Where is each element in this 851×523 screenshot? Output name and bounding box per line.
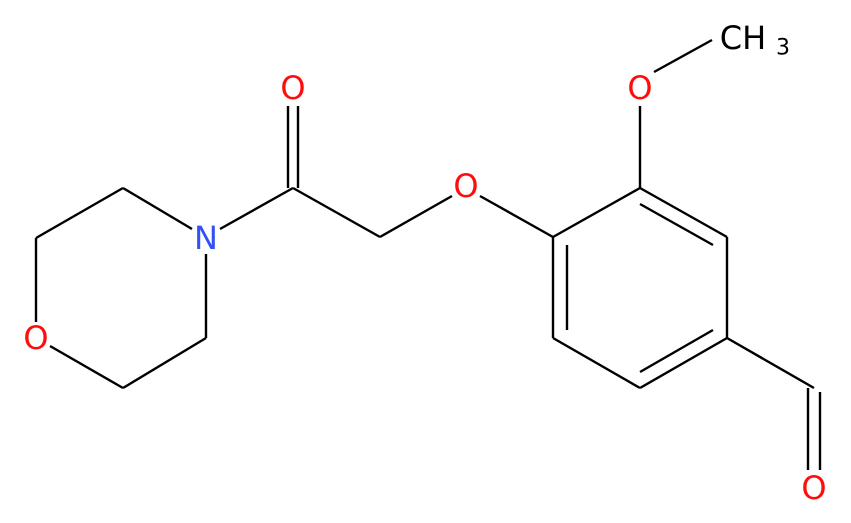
- bond: [479, 194, 554, 239]
- bond: [639, 202, 714, 247]
- bond: [49, 344, 124, 390]
- bond: [552, 186, 641, 239]
- atom-label: O: [453, 167, 478, 205]
- bond: [639, 186, 728, 239]
- atom-label: O: [23, 319, 48, 357]
- bond: [639, 336, 728, 390]
- bond: [35, 186, 124, 240]
- bond: [122, 186, 193, 231]
- bond: [219, 186, 294, 231]
- atom-label: O: [627, 69, 652, 107]
- atom-label: N: [194, 219, 218, 257]
- atom-label: CH: [720, 19, 766, 57]
- bond: [379, 194, 453, 239]
- bond: [639, 328, 714, 374]
- atom-subscript: 3: [776, 36, 790, 61]
- atom-label: O: [801, 469, 826, 507]
- bond: [552, 336, 641, 390]
- bond: [292, 186, 381, 239]
- bond: [726, 336, 815, 390]
- atom-label: O: [280, 69, 305, 107]
- bond: [122, 336, 207, 390]
- bond: [653, 38, 713, 74]
- bonds: [34, 38, 822, 470]
